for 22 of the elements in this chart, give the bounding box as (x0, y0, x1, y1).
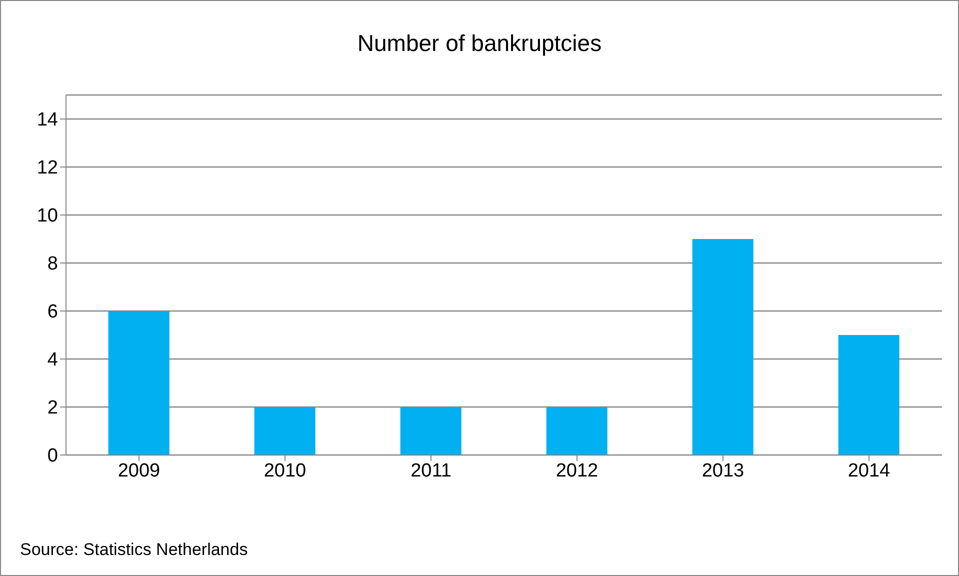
bar (108, 311, 170, 455)
x-tick-label: 2011 (410, 460, 452, 482)
bar (692, 239, 754, 455)
x-tick-label: 2012 (556, 460, 598, 482)
source-note: Source: Statistics Netherlands (20, 540, 248, 560)
x-tick-label: 2009 (118, 460, 160, 482)
y-tick-label: 12 (36, 158, 58, 179)
x-tick-label: 2014 (848, 460, 891, 482)
y-tick-label: 2 (47, 398, 58, 419)
bar (838, 335, 900, 455)
y-tick-label: 10 (36, 206, 58, 227)
y-tick-label: 14 (36, 110, 58, 131)
x-tick-label: 2013 (702, 460, 744, 482)
y-tick-label: 6 (47, 302, 58, 323)
bar (400, 407, 462, 455)
bar (254, 407, 316, 455)
bar (546, 407, 608, 455)
y-tick-label: 8 (47, 254, 58, 275)
y-tick-label: 4 (47, 350, 58, 371)
y-tick-label: 0 (47, 446, 58, 467)
x-tick-label: 2010 (264, 460, 306, 482)
chart-title: Number of bankruptcies (356, 30, 603, 57)
